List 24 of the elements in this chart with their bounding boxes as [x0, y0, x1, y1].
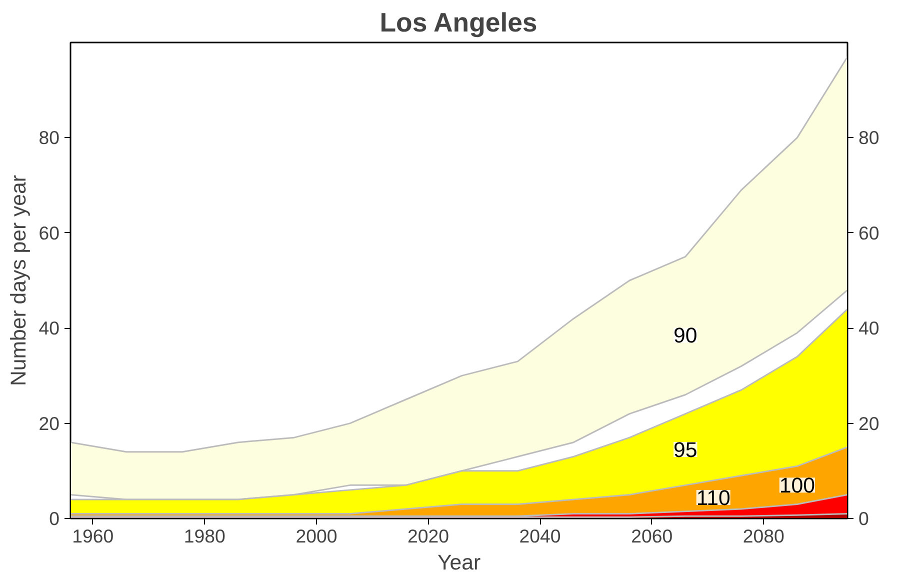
y-tick-label: 0: [49, 508, 60, 529]
y2-tick-label: 40: [858, 318, 880, 339]
x-tick-label: 2060: [631, 526, 673, 546]
y2-tick-label: 60: [858, 222, 880, 244]
series-label: 90: [674, 324, 698, 348]
x-tick-label: 2040: [519, 526, 561, 546]
y2-tick-label: 0: [858, 508, 869, 529]
y2-tick-label: 80: [858, 127, 880, 148]
y2-tick-label: 20: [858, 412, 880, 434]
x-tick-label: 2020: [408, 526, 450, 546]
series-label: 110: [696, 486, 730, 510]
x-tick-label: 1980: [184, 526, 226, 546]
series-label: 95: [674, 438, 698, 462]
x-tick-label: 1960: [72, 526, 114, 546]
x-tick-label: 2080: [742, 526, 784, 546]
x-tick-label: 2000: [296, 526, 338, 546]
series-label: 100: [779, 474, 816, 498]
chart-title: Los Angeles: [380, 8, 538, 38]
y-tick-label: 60: [38, 222, 60, 244]
y-tick-label: 20: [38, 412, 60, 434]
y-axis-title: Number days per year: [6, 174, 31, 386]
x-axis-title: Year: [437, 550, 481, 574]
y-tick-label: 80: [38, 127, 60, 148]
y-tick-label: 40: [38, 318, 60, 339]
